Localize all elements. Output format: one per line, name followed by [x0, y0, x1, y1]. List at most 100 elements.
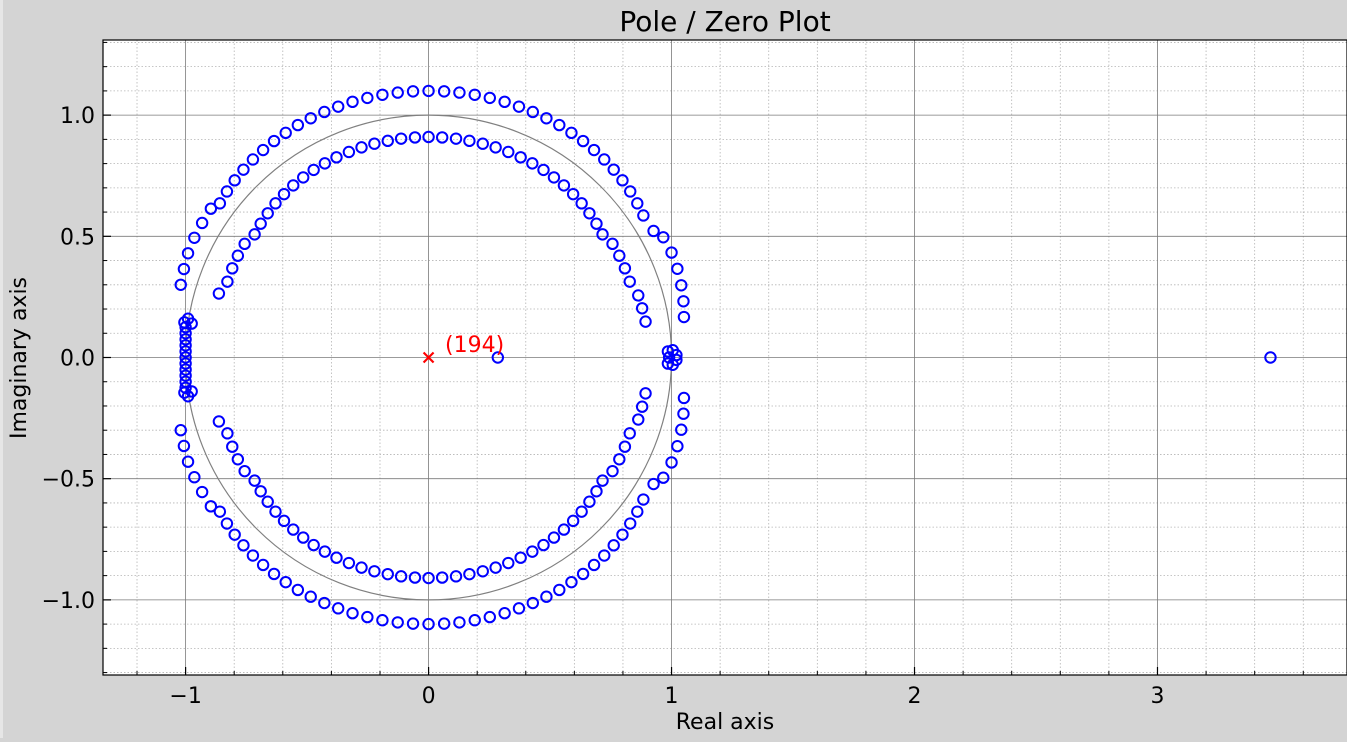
zero-marker — [256, 558, 270, 572]
zero-marker — [476, 565, 489, 578]
zero-marker — [590, 485, 603, 498]
zero-marker — [355, 561, 368, 574]
zero-marker — [287, 179, 300, 192]
zero-marker — [304, 590, 317, 603]
zero-marker — [437, 617, 451, 630]
zero-marker — [381, 567, 394, 581]
zero-marker — [596, 228, 609, 241]
zero-marker — [547, 531, 561, 544]
zero-marker — [639, 315, 652, 328]
zero-marker — [463, 134, 476, 148]
zero-marker — [632, 413, 645, 426]
zero-marker — [318, 596, 331, 610]
zero-marker — [502, 556, 515, 570]
zero-marker — [565, 126, 578, 140]
zero-marker — [575, 505, 588, 518]
zero-marker — [553, 583, 566, 597]
zero-marker — [624, 517, 637, 530]
x-tick-label: −1 — [169, 684, 201, 709]
zero-marker — [422, 571, 435, 585]
zero-marker — [547, 171, 561, 184]
zero-marker — [677, 295, 690, 308]
zero-marker — [616, 528, 629, 541]
zero-marker — [204, 500, 218, 513]
zero-marker — [342, 556, 356, 570]
zero-marker — [637, 493, 650, 506]
zero-marker — [269, 197, 282, 210]
zero-marker — [671, 440, 684, 453]
zero-marker — [631, 505, 644, 518]
zeros-layer — [174, 84, 1277, 631]
zero-marker — [435, 571, 449, 584]
zero-marker — [635, 400, 649, 413]
zero-marker — [422, 84, 435, 98]
zero-marker — [607, 539, 620, 552]
zero-marker — [498, 95, 511, 109]
zero-marker — [526, 596, 540, 610]
zero-marker — [526, 157, 539, 170]
zero-marker — [483, 610, 497, 624]
zero-marker — [489, 141, 502, 154]
ticks-layer — [103, 41, 1304, 675]
zero-marker — [406, 617, 420, 630]
zero-marker — [179, 363, 192, 376]
zero-marker — [178, 316, 191, 329]
zero-marker — [261, 207, 274, 220]
y-axis-label: Imaginary axis — [7, 277, 32, 439]
zero-marker — [449, 570, 463, 583]
pole-marker — [422, 351, 435, 364]
zero-marker — [376, 88, 389, 101]
zero-marker — [394, 570, 408, 583]
zero-marker — [221, 427, 234, 440]
zero-marker — [453, 616, 466, 629]
tick-labels-layer: −1 0 1 2 3 −1.0 −0.5 0.0 0.5 1.0 — [42, 104, 1165, 709]
zero-marker — [221, 275, 234, 288]
zero-marker — [557, 523, 571, 536]
zero-marker — [671, 262, 684, 275]
zero-marker — [526, 545, 539, 558]
zero-marker — [331, 100, 345, 113]
zero-marker — [237, 163, 250, 176]
zero-marker — [540, 590, 553, 603]
zero-marker — [618, 440, 632, 453]
zero-marker — [213, 197, 227, 210]
zero-marker — [248, 474, 261, 487]
zero-marker — [307, 538, 320, 552]
zero-marker — [174, 278, 187, 291]
zero-marker — [677, 310, 691, 324]
zero-marker — [613, 249, 626, 262]
zero-marker — [566, 187, 580, 201]
zero-marker — [238, 464, 251, 478]
zero-marker — [657, 231, 670, 244]
zero-marker — [483, 91, 497, 105]
zero-marker — [606, 464, 619, 478]
zero-marker — [422, 617, 435, 631]
zero-marker — [557, 179, 571, 192]
zero-marker — [553, 118, 566, 132]
zero-marker — [422, 130, 435, 144]
zero-marker — [179, 333, 192, 346]
zero-marker — [179, 357, 192, 370]
zero-marker — [623, 275, 636, 288]
x-tick-label: 0 — [422, 684, 436, 709]
zero-marker — [195, 216, 209, 230]
zero-marker — [512, 100, 526, 113]
zero-marker — [267, 134, 281, 148]
annotation-layer: (194) — [445, 333, 504, 358]
zero-marker — [188, 471, 201, 484]
zero-marker — [437, 85, 451, 98]
zero-marker — [226, 262, 239, 275]
zero-marker — [670, 353, 683, 367]
zero-marker — [498, 606, 511, 620]
poles-layer — [422, 351, 435, 364]
zero-marker — [181, 455, 195, 468]
zero-marker — [297, 531, 310, 544]
zero-marker — [514, 151, 527, 164]
zero-marker — [261, 495, 274, 508]
zero-marker — [468, 88, 481, 101]
zero-marker — [631, 197, 644, 210]
zero-marker — [381, 134, 394, 148]
zero-marker — [537, 538, 550, 552]
